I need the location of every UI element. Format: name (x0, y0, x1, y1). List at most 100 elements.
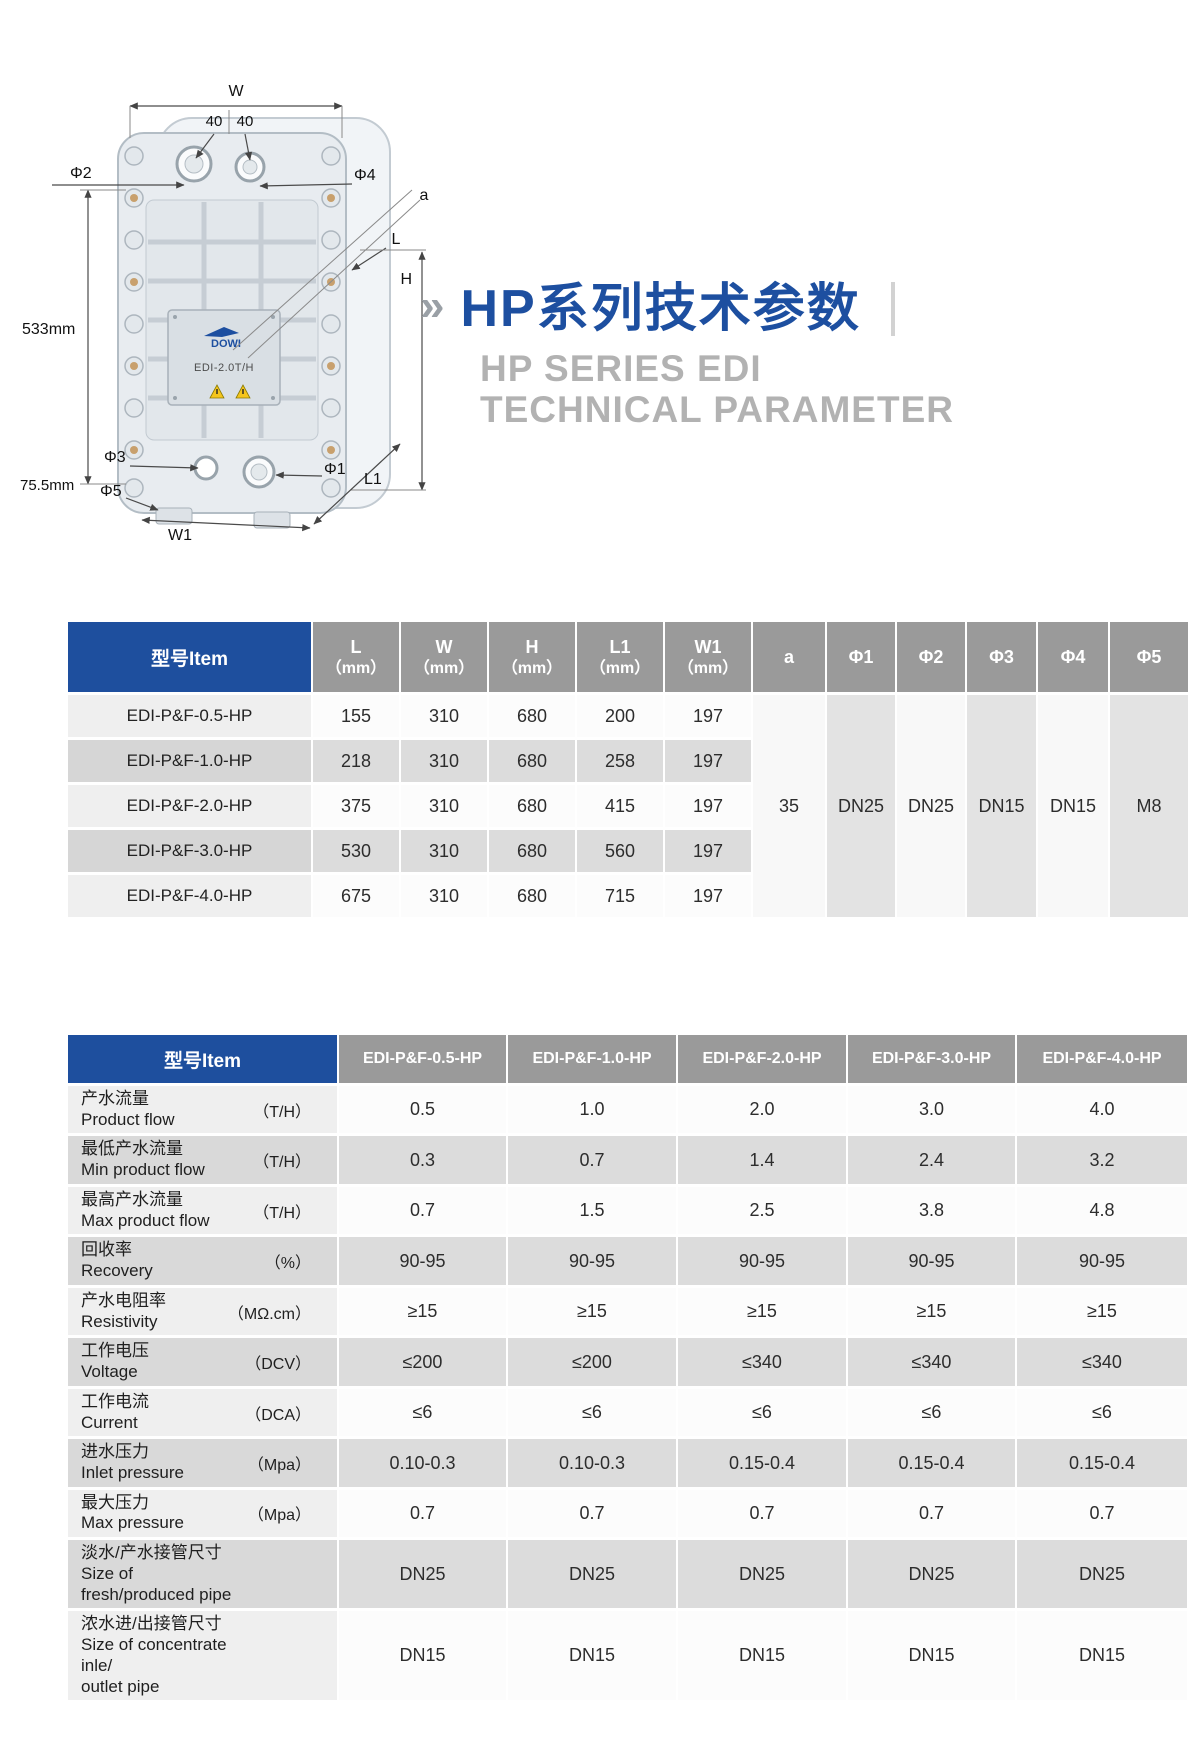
dim-label-phi5: Φ5 (100, 483, 122, 500)
table-header-row: 型号Item L （mm） W （mm） H （mm） L1 （mm） W1 （mm） a… (68, 622, 1188, 692)
col-header-phi2: Φ2 (897, 622, 967, 692)
table-row: EDI-P&F-0.5-HP 155 310 680 200 197 35 DN… (68, 692, 1188, 917)
model-cell: EDI-P&F-1.0-HP (68, 737, 313, 782)
col-header-phi3: Φ3 (967, 622, 1038, 692)
col-header-phi5: Φ5 (1110, 622, 1188, 692)
param-unit: （T/H） (253, 1103, 311, 1121)
col-header-h: H （mm） (489, 622, 577, 692)
param-label-cell: 回收率 Recovery （%） (68, 1234, 339, 1285)
value-cell: 197 (665, 827, 753, 872)
model-header-cell: EDI-P&F-3.0-HP (848, 1035, 1017, 1083)
value-cell: 4.8 (1017, 1183, 1187, 1235)
table-row: 工作电压 Voltage （DCV） ≤200 ≤200 ≤340 ≤340 ≤… (68, 1335, 1187, 1386)
value-cell: 1.5 (508, 1183, 678, 1235)
dim-label-phi1: Φ1 (324, 461, 346, 478)
param-label-cell: 最低产水流量 Min product flow （T/H） (68, 1133, 339, 1184)
dim-label-75-5mm: 75.5mm (20, 477, 74, 494)
value-cell: 3.2 (1017, 1133, 1187, 1184)
edi-module-photo: DOWI EDI-2.0T/H (117, 117, 391, 529)
param-label-cell: 最大压力 Max pressure （Mpa） (68, 1486, 339, 1538)
table-row: 回收率 Recovery （%） 90-95 90-95 90-95 90-95… (68, 1234, 1187, 1285)
param-name-en: Recovery (81, 1261, 153, 1281)
value-cell: ≥15 (848, 1284, 1017, 1336)
param-name-en: Max pressure (81, 1513, 184, 1533)
value-cell: 375 (313, 782, 401, 827)
param-name-cn: 浓水进/出接管尺寸 (81, 1614, 222, 1634)
param-name-cn: 产水流量 (81, 1089, 149, 1108)
merged-phi2-cell: DN25 (897, 692, 967, 917)
value-cell: ≤340 (678, 1335, 848, 1386)
value-cell: 0.7 (508, 1133, 678, 1184)
value-cell: 258 (577, 737, 665, 782)
value-cell: 0.7 (848, 1486, 1017, 1538)
param-label-cell: 进水压力 Inlet pressure （Mpa） (68, 1436, 339, 1487)
value-cell: 90-95 (508, 1234, 678, 1285)
table-row: 最大压力 Max pressure （Mpa） 0.7 0.7 0.7 0.7 … (68, 1486, 1187, 1538)
table-row: EDI-P&F-4.0-HP 675 310 680 715 197 (68, 872, 1188, 917)
col-header-phi1: Φ1 (827, 622, 897, 692)
value-cell: 0.7 (339, 1486, 508, 1538)
table-row: 产水电阻率 Resistivity （MΩ.cm） ≥15 ≥15 ≥15 ≥1… (68, 1284, 1187, 1336)
param-unit: （T/H） (253, 1154, 311, 1172)
param-unit: （Mpa） (247, 1457, 311, 1475)
dimensions-table: 型号Item L （mm） W （mm） H （mm） L1 （mm） W1 （mm） a… (68, 622, 1188, 917)
dim-label-w1: W1 (168, 527, 192, 544)
value-cell: DN25 (848, 1537, 1017, 1609)
value-cell: 197 (665, 692, 753, 737)
table-row: 最低产水流量 Min product flow （T/H） 0.3 0.7 1.… (68, 1133, 1187, 1184)
value-cell: ≤340 (1017, 1335, 1187, 1386)
value-cell: 90-95 (678, 1234, 848, 1285)
value-cell: 218 (313, 737, 401, 782)
model-cell: EDI-P&F-4.0-HP (68, 872, 313, 917)
value-cell: ≤6 (848, 1385, 1017, 1437)
param-name-cn: 进水压力 (81, 1442, 149, 1462)
value-cell: 0.7 (1017, 1486, 1187, 1538)
param-unit: （Mpa） (247, 1507, 311, 1525)
param-name-en: Size of fresh/produced pipe (81, 1563, 232, 1604)
brand-swoosh-icon (204, 327, 239, 337)
param-label-cell: 产水流量 Product flow （T/H） (68, 1083, 339, 1134)
value-cell: ≤6 (339, 1385, 508, 1437)
col-header-l: L （mm） (313, 622, 401, 692)
table-header-row: 型号Item EDI-P&F-0.5-HP EDI-P&F-1.0-HP EDI… (68, 1035, 1187, 1083)
value-cell: ≤340 (848, 1335, 1017, 1386)
merged-phi1-cell: DN25 (827, 692, 897, 917)
nameplate: DOWI EDI-2.0T/H (167, 309, 281, 406)
param-unit: （DCV） (245, 1356, 311, 1374)
value-cell: 0.7 (339, 1183, 508, 1235)
value-cell: 0.3 (339, 1133, 508, 1184)
param-name-en: Resistivity (81, 1311, 158, 1331)
table-row: 最高产水流量 Max product flow （T/H） 0.7 1.5 2.… (68, 1183, 1187, 1235)
page-header: » HP系列技术参数 HP SERIES EDI TECHNICAL PARAM… (420, 282, 954, 431)
value-cell: ≥15 (339, 1284, 508, 1336)
value-cell: 680 (489, 872, 577, 917)
value-cell: 675 (313, 872, 401, 917)
table-row: 浓水进/出接管尺寸 Size of concentrate inle/ outl… (68, 1608, 1187, 1701)
value-cell: ≥15 (1017, 1284, 1187, 1336)
value-cell: ≤6 (508, 1385, 678, 1437)
value-cell: 2.4 (848, 1133, 1017, 1184)
value-cell: 530 (313, 827, 401, 872)
col-header-w: W （mm） (401, 622, 489, 692)
param-label-cell: 工作电压 Voltage （DCV） (68, 1335, 339, 1386)
value-cell: DN25 (508, 1537, 678, 1609)
value-cell: 155 (313, 692, 401, 737)
table-row: 产水流量 Product flow （T/H） 0.5 1.0 2.0 3.0 … (68, 1083, 1187, 1134)
param-name-cn: 最大压力 (81, 1492, 149, 1512)
value-cell: ≤200 (339, 1335, 508, 1386)
value-cell: 0.10-0.3 (508, 1436, 678, 1487)
param-name-cn: 淡水/产水接管尺寸 (81, 1543, 222, 1563)
value-cell: 0.7 (508, 1486, 678, 1538)
model-header-cell: EDI-P&F-4.0-HP (1017, 1035, 1187, 1083)
param-name-en: Product flow (81, 1109, 175, 1129)
dim-label-533mm: 533mm (22, 321, 75, 338)
value-cell: 90-95 (339, 1234, 508, 1285)
param-name-cn: 产水电阻率 (81, 1290, 166, 1310)
param-label-cell: 浓水进/出接管尺寸 Size of concentrate inle/ outl… (68, 1608, 339, 1701)
merged-phi5-cell: M8 (1110, 692, 1188, 917)
value-cell: DN15 (678, 1608, 848, 1701)
model-cell: EDI-P&F-0.5-HP (68, 692, 313, 737)
value-cell: 197 (665, 872, 753, 917)
value-cell: 0.15-0.4 (1017, 1436, 1187, 1487)
value-cell: 197 (665, 737, 753, 782)
